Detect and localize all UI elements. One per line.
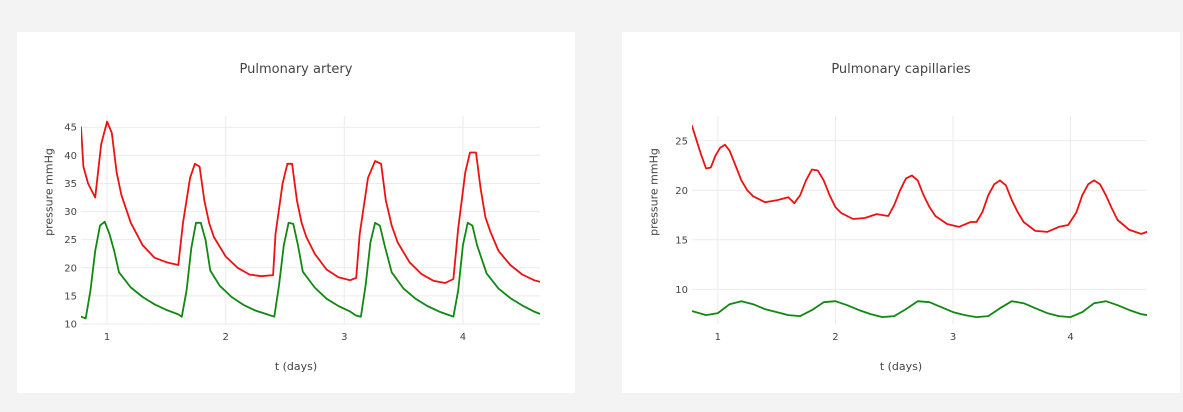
x-tick-label: 1 [104,332,110,343]
y-tick-label: 15 [64,291,77,302]
series-line-1 [81,120,540,284]
y-tick-label: 35 [64,179,77,190]
y-tick-label: 30 [64,207,77,218]
x-tick-label: 3 [341,332,347,343]
y-tick-label: 25 [675,136,688,147]
chart-title: Pulmonary capillaries [831,62,971,77]
x-tick-label: 2 [832,332,838,343]
x-axis-title: t (days) [274,360,318,373]
y-tick-label: 15 [675,235,688,246]
y-tick-label: 10 [64,320,77,331]
y-axis-title: pressure mmHg [42,148,56,236]
x-tick-label: 1 [715,332,721,343]
y-tick-label: 20 [64,263,77,274]
y-tick-label: 45 [64,123,77,134]
x-tick-label: 4 [1067,332,1073,343]
chart-title: Pulmonary artery [239,62,353,77]
y-axis-title: pressure mmHg [647,148,661,236]
chart-panel-pulmonary-artery: 1 2 3 4 10 15 20 25 30 35 40 45 Pulmonary artery t … [17,32,575,393]
y-tick-label: 40 [64,151,77,162]
x-tick-label: 4 [460,332,466,343]
plot-area: 1 2 3 4 10 15 20 25 30 35 40 45 [64,116,540,343]
x-tick-label: 3 [950,332,956,343]
series-line-1 [692,125,1147,235]
y-tick-label: 20 [675,186,688,197]
series-line-2 [692,300,1147,319]
y-tick-label: 25 [64,235,77,246]
chart-panel-pulmonary-capillaries: 1 2 3 4 10 15 20 25 Pulmonary capillaries t (da… [622,32,1180,393]
y-tick-label: 10 [675,285,688,296]
x-axis-title: t (days) [879,360,923,373]
x-tick-label: 2 [223,332,229,343]
series-line-2 [81,220,540,320]
plot-area: 1 2 3 4 10 15 20 25 [675,116,1147,343]
